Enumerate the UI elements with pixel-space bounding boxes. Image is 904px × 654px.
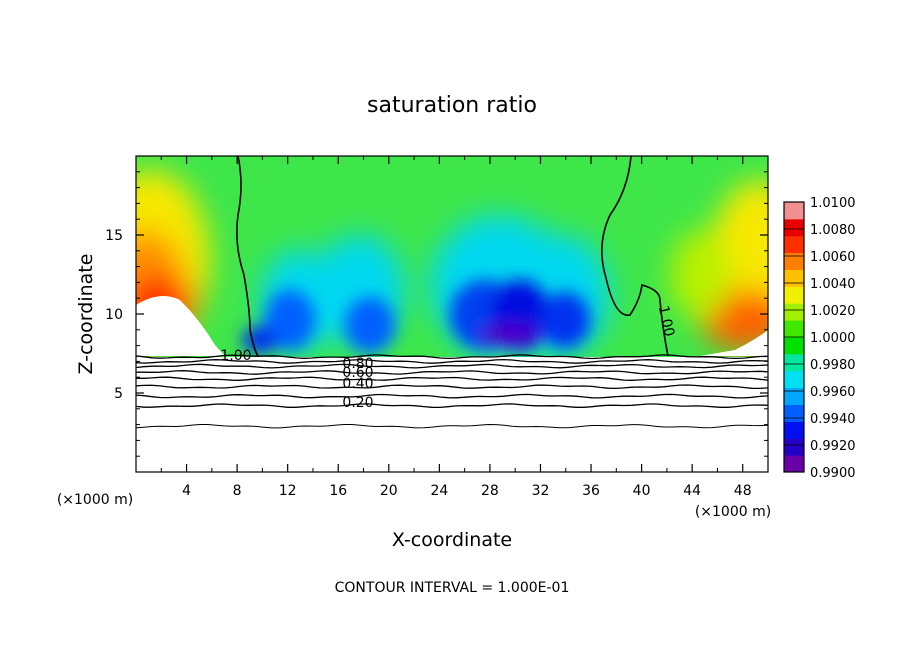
x-tick-label: 48 [734,483,752,499]
x-tick-label: 24 [430,483,448,499]
colorbar-swatch [784,252,804,271]
colorbar-swatch [784,218,804,237]
colorbar-label: 1.0040 [810,277,856,292]
colorbar-label: 0.9980 [810,358,856,373]
colorbar-swatch [784,353,804,372]
colorbar-swatch [784,455,804,473]
contour-label: 0.80 [342,356,373,372]
colorbar-swatch [784,337,804,355]
contour-label: 0.20 [342,395,373,411]
y-tick-label: 10 [105,307,123,323]
x-axis: 4 8 12 16 20 24 28 32 36 40 44 48 [160,156,752,499]
y-tick-label: 15 [105,228,123,244]
colorbar-swatch [784,370,804,389]
colorbar-label: 1.0020 [810,304,856,319]
y-axis: 5 10 15 [105,171,768,457]
colorbar: 1.0100 1.0080 1.0060 1.0040 1.0020 1.0000 0.99… [783,196,856,481]
colorbar-swatch [784,320,804,338]
colorbar-swatch [784,387,804,406]
contour-line [136,358,768,364]
contour-label: 0.40 [342,376,373,392]
contour-line [136,376,768,381]
x-unit-note-right: (×1000 m) [695,504,771,520]
x-tick-label: 44 [683,483,701,499]
colorbar-swatch [784,438,804,456]
heatmap-field [136,156,768,472]
contour-label: 1.00 [655,304,677,338]
contour-label: 1.00 [220,348,251,364]
colorbar-label: 0.9960 [810,385,856,400]
x-tick-label: 20 [380,483,398,499]
plot-area [136,156,768,472]
contour-line [136,403,768,409]
y-axis-title: Z-coordinate [75,254,97,375]
colorbar-swatch [784,286,804,304]
x-tick-label: 40 [633,483,651,499]
x-axis-title: X-coordinate [392,529,512,551]
colorbar-swatch [784,235,804,254]
x-tick-label: 36 [582,483,600,499]
colorbar-label: 0.9940 [810,412,856,427]
colorbar-swatch [784,404,804,422]
colorbar-label: 0.9920 [810,439,856,454]
colorbar-swatch [784,269,804,287]
contour-line [136,363,768,369]
contour-interval-note: CONTOUR INTERVAL = 1.000E-01 [335,580,570,596]
colorbar-label: 1.0100 [810,196,856,211]
colorbar-swatch [784,202,804,220]
lower-contour-lines [136,354,768,429]
contour-line-1-00-right [601,156,669,357]
contour-line [136,384,768,390]
contour-line [136,423,768,429]
x-tick-label: 32 [532,483,550,499]
contour-line [136,393,768,399]
contour-label: 0.60 [342,365,373,381]
x-tick-label: 12 [279,483,297,499]
colorbar-label: 1.0000 [810,331,856,346]
colorbar-label: 1.0080 [810,223,856,238]
colorbar-swatch [784,421,804,439]
contour-line [136,354,768,360]
x-unit-note-left: (×1000 m) [57,492,133,508]
x-tick-label: 16 [329,483,347,499]
contour-line-1-00-left [236,156,259,357]
x-tick-label: 28 [481,483,499,499]
colorbar-label: 0.9900 [810,466,856,481]
x-tick-label: 4 [182,483,191,499]
chart-title: saturation ratio [367,93,537,118]
contour-line [136,370,768,375]
y-tick-label: 5 [114,386,123,402]
colorbar-swatch [784,303,804,321]
colorbar-label: 1.0060 [810,250,856,265]
x-tick-label: 8 [233,483,242,499]
